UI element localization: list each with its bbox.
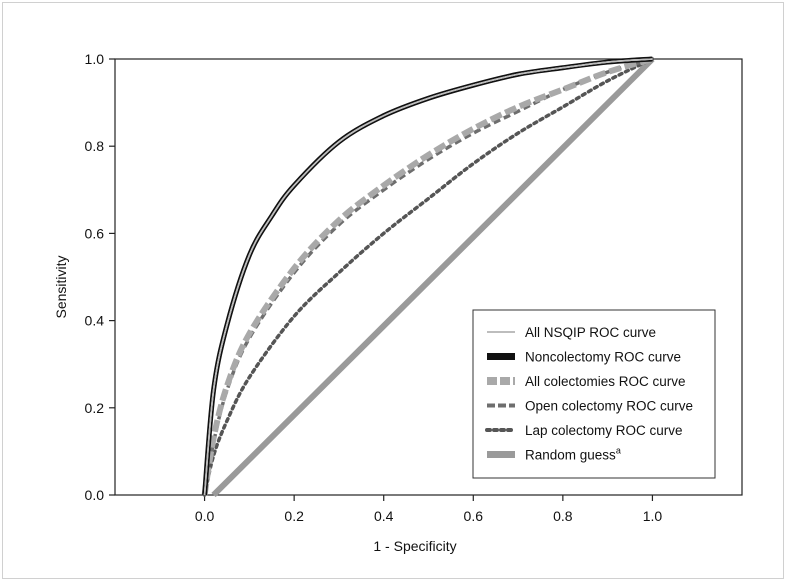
legend-label-4: Lap colectomy ROC curve: [525, 423, 683, 438]
x-tick-label: 0.8: [553, 508, 573, 524]
legend-label-5: Random guessa: [525, 446, 621, 463]
x-tick-label: 1.0: [643, 508, 663, 524]
legend-label-text: Noncolectomy ROC curve: [525, 350, 681, 365]
y-tick-label: 0.6: [85, 225, 105, 241]
series-line-2: [201, 56, 654, 496]
legend-label-text: All colectomies ROC curve: [525, 374, 686, 389]
legend-label-superscript: a: [616, 446, 621, 456]
plot-border: [114, 58, 743, 496]
x-tick-label: 0.0: [195, 508, 215, 524]
y-tick-label: 0.0: [85, 487, 105, 503]
legend-label-text: Lap colectomy ROC curve: [525, 423, 683, 438]
y-tick-label: 0.2: [85, 400, 105, 416]
legend: All NSQIP ROC curve Noncolectomy ROC curv…: [472, 309, 716, 479]
series-line-4: [202, 57, 655, 497]
legend-label-3: Open colectomy ROC curve: [525, 399, 693, 414]
legend-box: [472, 309, 716, 479]
x-tick-label: 0.2: [284, 508, 304, 524]
legend-label-2: All colectomies ROC curve: [525, 374, 686, 389]
x-tick-label: 0.4: [374, 508, 394, 524]
roc-curves: [201, 56, 655, 498]
y-tick-label: 1.0: [85, 51, 105, 67]
legend-label-text: Random guess: [525, 448, 616, 463]
legend-label-1: Noncolectomy ROC curve: [525, 350, 681, 365]
series-line-5: [211, 56, 655, 498]
legend-label-text: All NSQIP ROC curve: [525, 325, 656, 340]
series-line-0: [203, 58, 653, 496]
axis-ticks: 0.0 0.2 0.4 0.6 0.8 1.0 0.0 0.2 0.4 0.6 0.8 1.0: [85, 51, 663, 524]
y-tick-label: 0.4: [85, 313, 105, 329]
x-tick-label: 0.6: [464, 508, 484, 524]
y-axis-label: Sensitivity: [53, 255, 69, 318]
legend-label-text: Open colectomy ROC curve: [525, 399, 693, 414]
y-tick-label: 0.8: [85, 138, 105, 154]
x-axis-label: 1 - Specificity: [373, 538, 456, 554]
series-line-3: [202, 57, 653, 496]
plot-area: [114, 58, 743, 496]
legend-label-0: All NSQIP ROC curve: [525, 325, 656, 340]
